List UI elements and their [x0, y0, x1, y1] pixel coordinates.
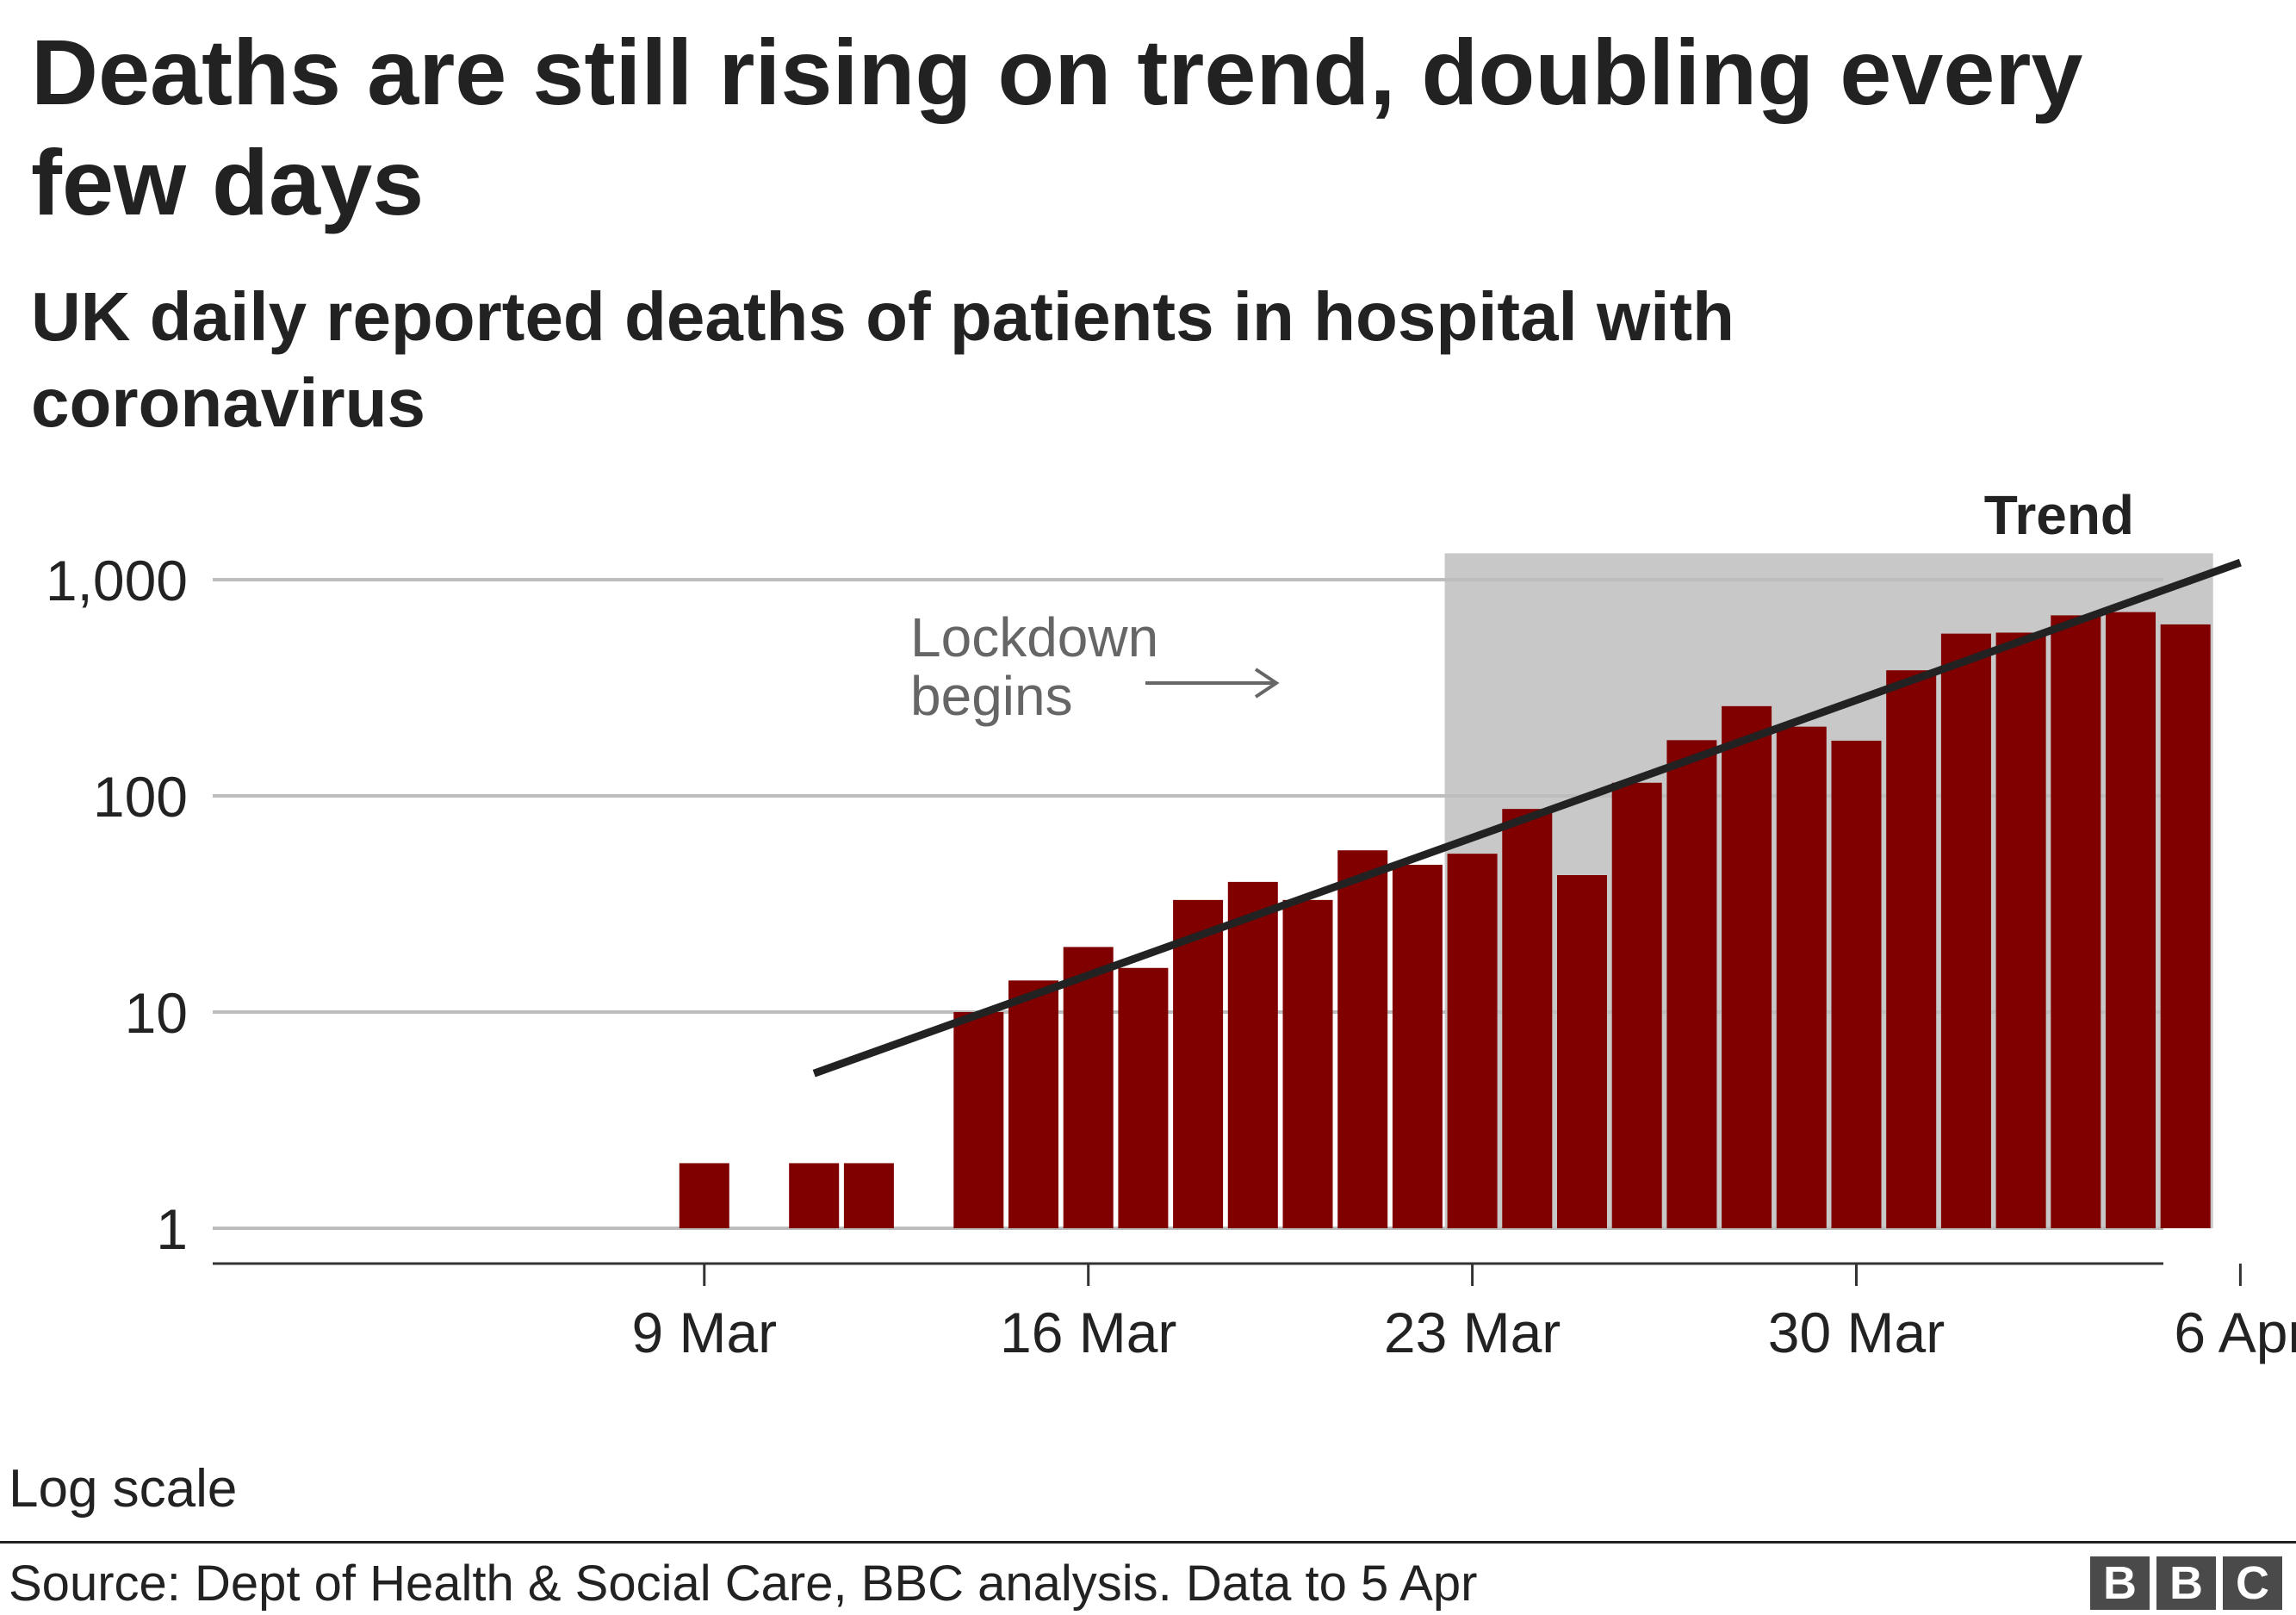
bar — [1173, 899, 1224, 1228]
bar — [1227, 881, 1278, 1228]
bar — [1063, 947, 1114, 1228]
x-axis — [213, 1262, 2242, 1286]
lockdown-arrow-head — [1254, 668, 1280, 699]
bar — [1282, 899, 1333, 1228]
y-tick-label: 100 — [93, 765, 188, 829]
bar — [1118, 967, 1169, 1228]
chart-title: Deaths are still rising on trend, doubli… — [31, 20, 2083, 234]
bar — [2051, 615, 2101, 1228]
chart-subtitle: UK daily reported deaths of patients in … — [31, 278, 1734, 441]
y-tick-label: 1 — [156, 1197, 188, 1261]
bar — [2160, 624, 2211, 1228]
bar — [2106, 612, 2156, 1228]
bar — [1940, 633, 1991, 1228]
bar — [789, 1163, 840, 1228]
labels: 1 10 100 1,000 9 Mar 16 Mar 23 Mar 30 Mar 6 Apr T… — [46, 484, 2296, 1364]
trend-line — [812, 558, 2242, 1078]
log-scale-note: Log scale — [9, 1459, 238, 1519]
x-tick-label: 23 Mar — [1384, 1301, 1561, 1364]
x-tick-label: 9 Mar — [631, 1301, 777, 1364]
bar — [1886, 670, 1937, 1228]
bar — [1995, 632, 2046, 1228]
bar — [679, 1163, 729, 1228]
bar — [1337, 850, 1388, 1228]
x-tick-label: 30 Mar — [1768, 1301, 1945, 1364]
bbc-logo-letter: C — [2223, 1556, 2282, 1610]
bar — [1831, 740, 1882, 1228]
bar — [1611, 782, 1662, 1228]
bbc-logo-letter: B — [2090, 1556, 2150, 1610]
trend-label: Trend — [1984, 484, 2134, 546]
bar — [1447, 854, 1498, 1228]
y-tick-label: 1,000 — [46, 549, 188, 612]
x-tick-label: 16 Mar — [1000, 1301, 1176, 1364]
bar — [843, 1163, 894, 1228]
bar — [1557, 874, 1607, 1228]
deaths-chart: 1 10 100 1,000 9 Mar 16 Mar 23 Mar 30 Mar 6 Apr T… — [46, 484, 2296, 1364]
bar — [1722, 705, 1772, 1228]
bar — [1502, 809, 1553, 1228]
x-tick-label: 6 Apr — [2174, 1301, 2296, 1364]
bar — [1392, 865, 1443, 1228]
bar — [1666, 740, 1717, 1228]
source-note: Source: Dept of Health & Social Care, BB… — [9, 1556, 1478, 1612]
bars — [679, 612, 2211, 1228]
bbc-logo-letter: B — [2156, 1556, 2216, 1610]
bar — [1776, 726, 1827, 1228]
footer-rule — [0, 1541, 2296, 1544]
y-tick-label: 10 — [125, 981, 188, 1045]
lockdown-label: Lockdown — [910, 606, 1158, 668]
bar — [1008, 980, 1058, 1228]
lockdown-label: begins — [910, 665, 1073, 727]
trend-layer — [812, 558, 2242, 1078]
bbc-logo: B B C — [2090, 1556, 2282, 1610]
bar — [953, 1012, 1004, 1228]
